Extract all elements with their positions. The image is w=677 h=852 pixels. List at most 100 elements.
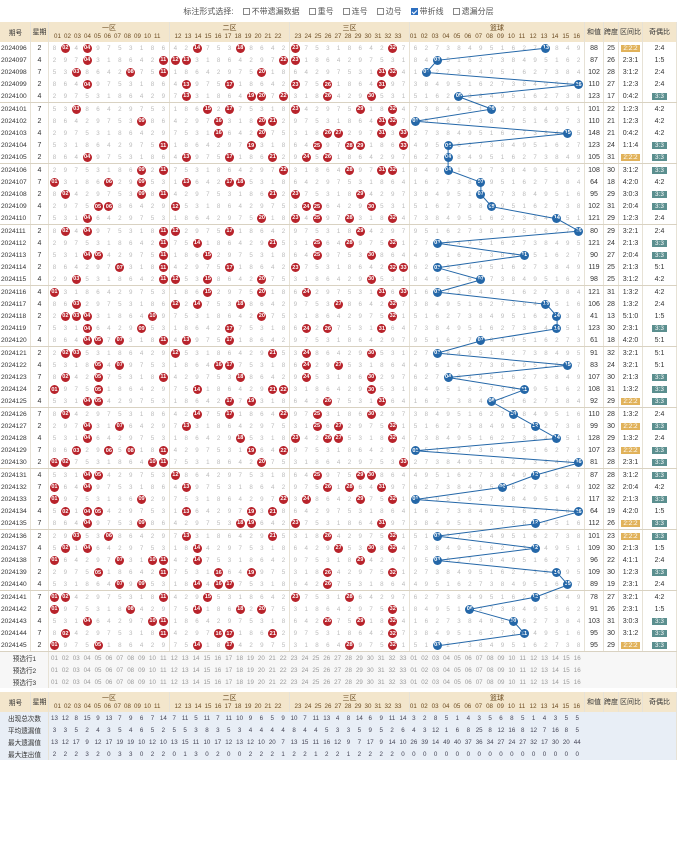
forecast-cell[interactable]: 30 — [366, 666, 374, 674]
forecast-cell[interactable]: 24 — [301, 654, 309, 662]
forecast-cell[interactable]: 11 — [160, 666, 167, 674]
forecast-cell[interactable]: 03 — [432, 654, 440, 662]
forecast-cell[interactable]: 17 — [225, 666, 233, 674]
forecast-cell[interactable]: 13 — [181, 666, 189, 674]
forecast-cell[interactable]: 30 — [366, 654, 374, 662]
forecast-cell[interactable]: 11 — [519, 666, 526, 674]
forecast-cell[interactable]: 03 — [72, 654, 80, 662]
forecast-cell[interactable]: 06 — [464, 678, 472, 686]
forecast-cell[interactable]: 22 — [279, 666, 287, 674]
forecast-cell[interactable]: 02 — [61, 666, 69, 674]
forecast-cell[interactable]: 30 — [366, 678, 374, 686]
forecast-cell[interactable]: 14 — [551, 654, 559, 662]
forecast-cell[interactable]: 13 — [541, 678, 548, 686]
option-no-omit[interactable]: 不带遗漏数据 — [242, 6, 300, 17]
forecast-cell[interactable]: 15 — [203, 654, 211, 662]
forecast-cell[interactable]: 06 — [105, 654, 113, 662]
option-edge[interactable]: 边号 — [376, 6, 402, 17]
forecast-cell[interactable]: 10 — [149, 666, 156, 674]
forecast-cell[interactable]: 21 — [268, 666, 276, 674]
forecast-cell[interactable]: 05 — [453, 666, 461, 674]
forecast-cell[interactable]: 11 — [519, 678, 526, 686]
forecast-cell[interactable]: 07 — [116, 654, 124, 662]
forecast-cell[interactable]: 03 — [72, 678, 80, 686]
forecast-cell[interactable]: 02 — [421, 654, 429, 662]
forecast-cell[interactable]: 03 — [72, 666, 80, 674]
forecast-cell[interactable]: 07 — [116, 678, 124, 686]
forecast-cell[interactable]: 01 — [410, 678, 418, 686]
forecast-cell[interactable]: 08 — [486, 654, 494, 662]
forecast-cell[interactable]: 32 — [388, 654, 396, 662]
forecast-cell[interactable]: 22 — [279, 678, 287, 686]
forecast-cell[interactable]: 28 — [345, 666, 352, 674]
forecast-cell[interactable]: 02 — [61, 654, 69, 662]
forecast-cell[interactable]: 02 — [61, 678, 69, 686]
forecast-cell[interactable]: 09 — [497, 678, 505, 686]
forecast-cell[interactable]: 06 — [105, 678, 113, 686]
forecast-cell[interactable]: 16 — [573, 654, 581, 662]
forecast-cell[interactable]: 19 — [247, 654, 254, 662]
forecast-cell[interactable]: 01 — [51, 654, 58, 662]
forecast-cell[interactable]: 08 — [127, 654, 135, 662]
checkbox-consecutive[interactable] — [342, 7, 350, 15]
forecast-cell[interactable]: 15 — [562, 654, 570, 662]
forecast-cell[interactable]: 31 — [377, 654, 385, 662]
forecast-cell[interactable]: 25 — [312, 666, 320, 674]
forecast-cell[interactable]: 11 — [160, 654, 167, 662]
forecast-cell[interactable]: 26 — [323, 654, 331, 662]
forecast-cell[interactable]: 29 — [355, 654, 363, 662]
forecast-cell[interactable]: 04 — [443, 666, 450, 674]
forecast-cell[interactable]: 08 — [127, 678, 135, 686]
forecast-cell[interactable]: 09 — [138, 666, 146, 674]
forecast-cell[interactable]: 11 — [519, 654, 526, 662]
forecast-cell[interactable]: 01 — [51, 678, 58, 686]
forecast-cell[interactable]: 04 — [83, 666, 91, 674]
checkbox-omit-layer[interactable] — [452, 7, 460, 15]
forecast-cell[interactable]: 27 — [334, 654, 342, 662]
forecast-cell[interactable]: 05 — [453, 678, 461, 686]
forecast-cell[interactable]: 18 — [236, 666, 244, 674]
forecast-cell[interactable]: 25 — [312, 654, 320, 662]
forecast-cell[interactable]: 07 — [116, 666, 124, 674]
forecast-cell[interactable]: 13 — [181, 678, 189, 686]
forecast-cell[interactable]: 13 — [541, 666, 548, 674]
forecast-cell[interactable]: 33 — [399, 678, 407, 686]
forecast-cell[interactable]: 05 — [94, 666, 102, 674]
forecast-cell[interactable]: 04 — [443, 654, 450, 662]
forecast-cell[interactable]: 23 — [290, 666, 298, 674]
forecast-cell[interactable]: 12 — [170, 654, 178, 662]
checkbox-no-omit[interactable] — [242, 7, 250, 15]
forecast-cell[interactable]: 14 — [551, 678, 559, 686]
forecast-cell[interactable]: 10 — [149, 678, 156, 686]
forecast-cell[interactable]: 07 — [475, 666, 483, 674]
forecast-cell[interactable]: 17 — [225, 654, 233, 662]
forecast-cell[interactable]: 23 — [290, 654, 298, 662]
forecast-cell[interactable]: 08 — [486, 678, 494, 686]
forecast-cell[interactable]: 21 — [268, 678, 276, 686]
option-omit-layer[interactable]: 遗漏分层 — [452, 6, 494, 17]
forecast-cell[interactable]: 12 — [530, 654, 538, 662]
forecast-cell[interactable]: 02 — [421, 678, 429, 686]
forecast-cell[interactable]: 28 — [345, 654, 352, 662]
forecast-cell[interactable]: 12 — [170, 666, 178, 674]
forecast-cell[interactable]: 19 — [247, 666, 254, 674]
forecast-cell[interactable]: 04 — [83, 654, 91, 662]
forecast-cell[interactable]: 18 — [236, 654, 244, 662]
forecast-cell[interactable]: 23 — [290, 678, 298, 686]
forecast-cell[interactable]: 16 — [573, 666, 581, 674]
forecast-cell[interactable]: 24 — [301, 666, 309, 674]
forecast-cell[interactable]: 15 — [562, 678, 570, 686]
checkbox-polyline[interactable] — [410, 7, 418, 15]
forecast-cell[interactable]: 10 — [508, 678, 516, 686]
forecast-cell[interactable]: 12 — [170, 678, 178, 686]
forecast-cell[interactable]: 32 — [388, 678, 396, 686]
forecast-cell[interactable]: 14 — [192, 666, 200, 674]
forecast-cell[interactable]: 14 — [192, 654, 200, 662]
forecast-cell[interactable]: 11 — [160, 678, 167, 686]
forecast-cell[interactable]: 09 — [138, 678, 146, 686]
forecast-cell[interactable]: 15 — [203, 678, 211, 686]
forecast-cell[interactable]: 33 — [399, 654, 407, 662]
forecast-cell[interactable]: 31 — [377, 678, 385, 686]
forecast-cell[interactable]: 28 — [345, 678, 352, 686]
forecast-cell[interactable]: 27 — [334, 666, 342, 674]
